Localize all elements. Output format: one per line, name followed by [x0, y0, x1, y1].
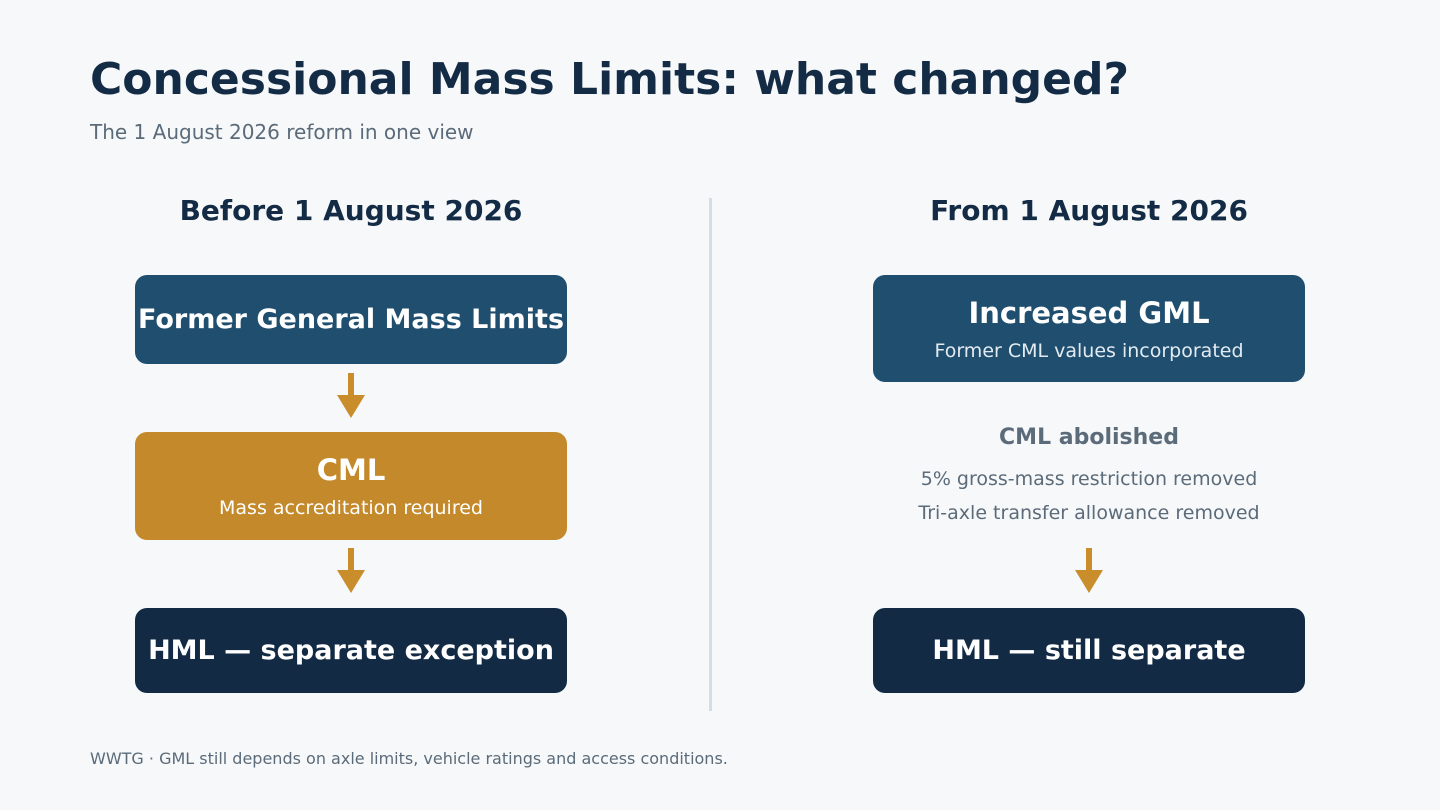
footer-note: WWTG · GML still depends on axle limits,…: [90, 749, 728, 768]
cml-abolished-line-2: Tri-axle transfer allowance removed: [918, 502, 1260, 524]
hml-separate-title: HML — still separate: [932, 635, 1246, 666]
arrow-down-icon: [337, 548, 365, 593]
cml-abolished-heading: CML abolished: [999, 425, 1179, 450]
page-title: Concessional Mass Limits: what changed?: [90, 54, 1130, 105]
increased-gml-subtitle: Former CML values incorporated: [934, 339, 1244, 362]
cml-title: CML: [316, 453, 386, 487]
after-heading: From 1 August 2026: [930, 194, 1248, 227]
hml-exception-box: HML — separate exception: [135, 608, 567, 693]
before-heading: Before 1 August 2026: [179, 194, 523, 227]
hml-exception-title: HML — separate exception: [148, 635, 554, 666]
column-divider: [709, 198, 712, 711]
former-gml-title: Former General Mass Limits: [137, 304, 565, 335]
arrow-down-icon: [1075, 548, 1103, 593]
cml-subtitle: Mass accreditation required: [219, 497, 483, 519]
cml-abolished-line-1: 5% gross-mass restriction removed: [920, 468, 1258, 490]
former-gml-box: Former General Mass Limits: [135, 275, 567, 364]
increased-gml-box: Increased GML Former CML values incorpor…: [873, 275, 1305, 382]
hml-separate-box: HML — still separate: [873, 608, 1305, 693]
arrow-down-icon: [337, 373, 365, 418]
page-subtitle: The 1 August 2026 reform in one view: [90, 120, 474, 144]
cml-box: CML Mass accreditation required: [135, 432, 567, 540]
increased-gml-title: Increased GML: [968, 295, 1210, 330]
